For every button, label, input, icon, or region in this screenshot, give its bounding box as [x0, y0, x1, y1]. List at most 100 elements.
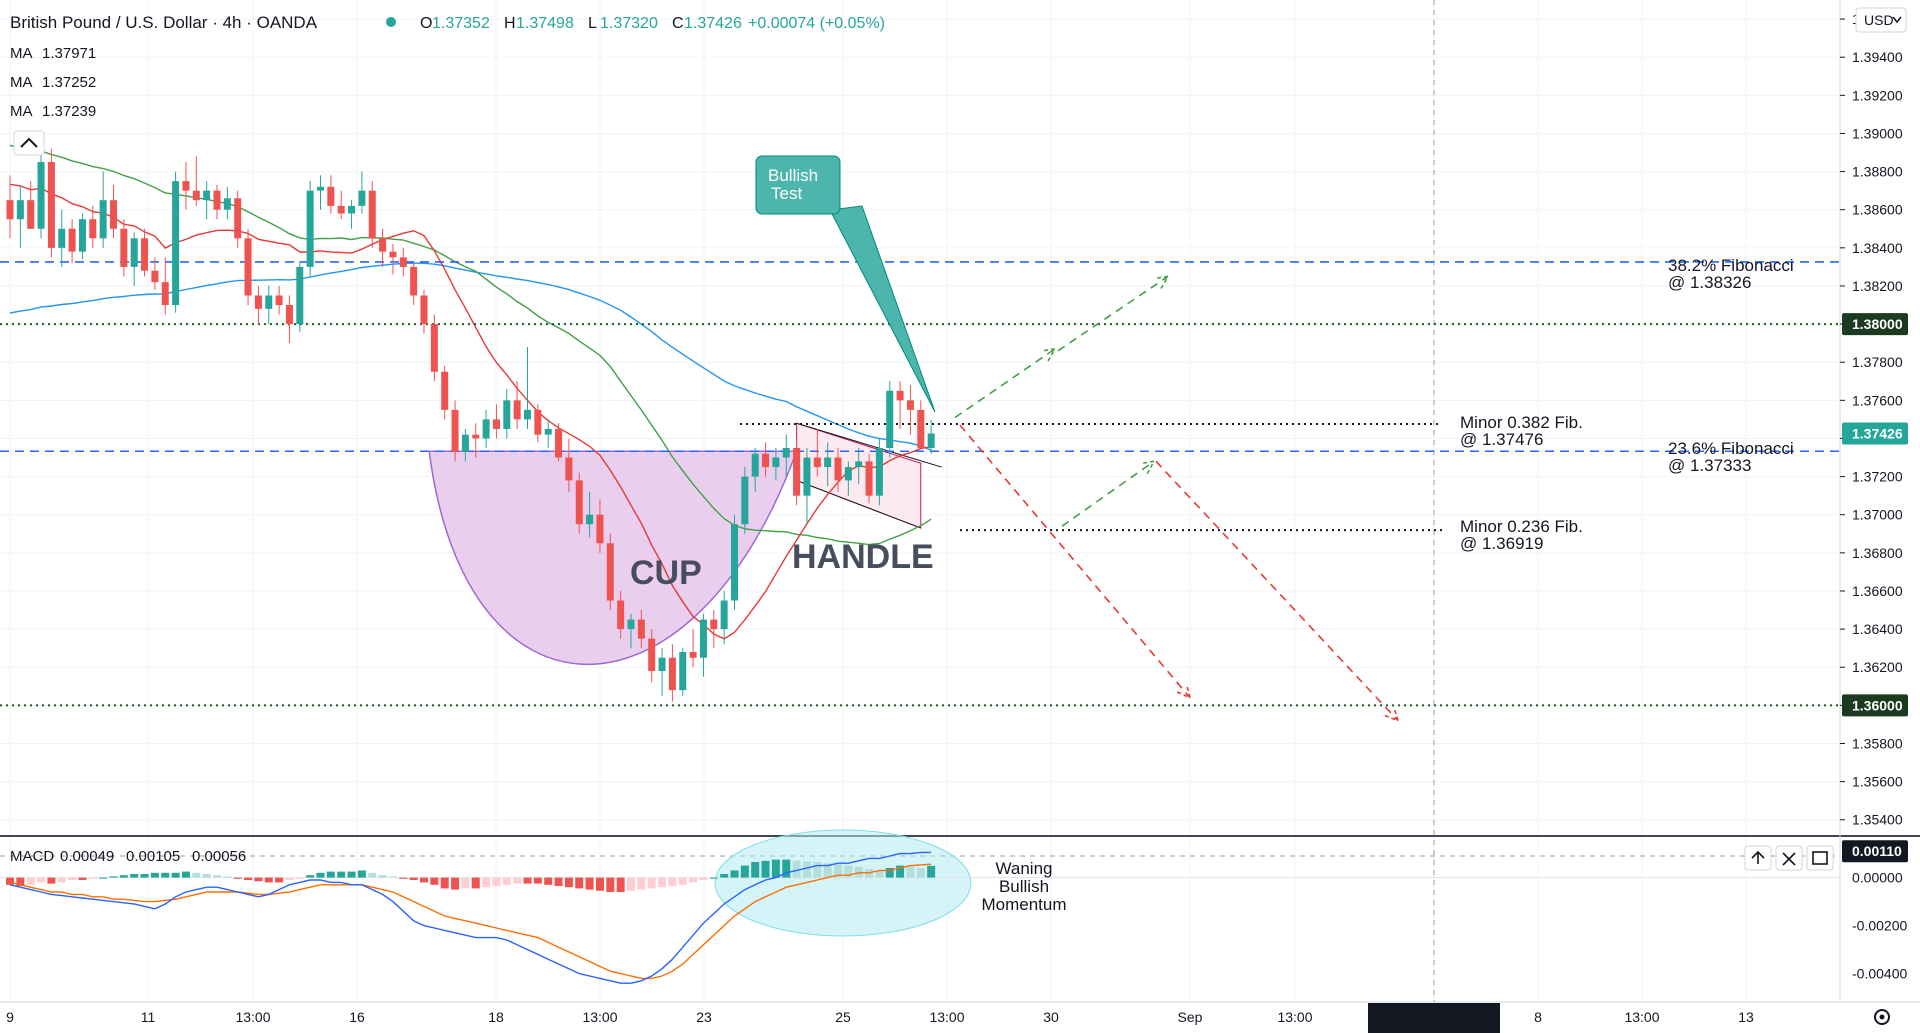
candle[interactable]	[596, 499, 604, 553]
candle[interactable]	[223, 186, 231, 220]
macd-histogram-bar[interactable]	[585, 877, 594, 890]
candle[interactable]	[254, 285, 262, 325]
candle[interactable]	[16, 186, 24, 248]
macd-histogram-bar[interactable]	[254, 877, 263, 882]
macd-histogram-bar[interactable]	[430, 877, 439, 885]
candle[interactable]	[886, 381, 894, 458]
macd-histogram-bar[interactable]	[513, 877, 522, 884]
candle[interactable]	[389, 244, 397, 275]
macd-histogram-bar[interactable]	[906, 866, 915, 878]
candle[interactable]	[172, 171, 180, 313]
candle[interactable]	[731, 514, 738, 611]
macd-histogram-bar[interactable]	[57, 877, 66, 883]
macd-histogram-bar[interactable]	[647, 877, 656, 889]
macd-histogram-bar[interactable]	[709, 877, 718, 879]
price-tag[interactable]	[1842, 313, 1908, 336]
macd-histogram-bar[interactable]	[471, 877, 480, 889]
candle[interactable]	[472, 423, 480, 458]
macd-axis[interactable]: 0.00110 0.00000 -0.00200 -0.00400	[1842, 840, 1908, 982]
macd-histogram-bar[interactable]	[140, 874, 149, 878]
candle[interactable]	[503, 388, 511, 439]
candle[interactable]	[130, 232, 138, 286]
macd-histogram-bar[interactable]	[109, 876, 118, 878]
macd-histogram-bar[interactable]	[68, 877, 77, 880]
macd-histogram-bar[interactable]	[130, 874, 139, 878]
candle[interactable]	[627, 613, 635, 649]
macd-histogram-bar[interactable]	[627, 877, 635, 891]
candle[interactable]	[855, 448, 863, 485]
macd-histogram-bar[interactable]	[834, 864, 842, 878]
crosshair-time-tag[interactable]	[1368, 1003, 1500, 1033]
macd-histogram-bar[interactable]	[88, 877, 97, 879]
candle[interactable]	[78, 213, 86, 260]
macd-histogram-bar[interactable]	[26, 877, 35, 885]
candle[interactable]	[875, 438, 883, 506]
candle[interactable]	[141, 228, 149, 277]
candle[interactable]	[782, 434, 790, 477]
macd-histogram-bar[interactable]	[192, 872, 201, 878]
time-axis[interactable]: 9 11 13:00 16 18 13:00 23 25 13:00 30 Sep 13:00 06 S…	[6, 1003, 1754, 1033]
candle[interactable]	[834, 448, 842, 492]
macd-histogram-bar[interactable]	[388, 876, 397, 878]
candle[interactable]	[285, 295, 293, 344]
macd-histogram-bar[interactable]	[730, 870, 739, 878]
candle[interactable]	[606, 533, 614, 611]
macd-histogram-bar[interactable]	[223, 876, 232, 878]
candle[interactable]	[161, 257, 169, 315]
candle[interactable]	[927, 419, 935, 454]
macd-histogram-bar[interactable]	[306, 875, 315, 878]
macd-histogram-bar[interactable]	[347, 871, 356, 878]
candle[interactable]	[37, 152, 45, 239]
macd-value-tag[interactable]	[1842, 840, 1908, 863]
price-tag[interactable]	[1842, 422, 1908, 445]
macd-histogram-bar[interactable]	[761, 860, 770, 878]
macd-histogram-bar[interactable]	[399, 877, 408, 879]
macd-histogram-bar[interactable]	[927, 865, 936, 878]
close-pane-button[interactable]	[1775, 845, 1803, 871]
candle[interactable]	[524, 346, 531, 429]
candle[interactable]	[813, 428, 821, 477]
macd-histogram-bar[interactable]	[202, 874, 211, 878]
macd-histogram-bar[interactable]	[451, 877, 460, 890]
candle[interactable]	[58, 209, 66, 267]
candle[interactable]	[492, 404, 500, 439]
currency-selector[interactable]: USD	[1855, 7, 1907, 33]
candle[interactable]	[751, 448, 759, 492]
macd-histogram-bar[interactable]	[461, 877, 470, 889]
candle[interactable]	[844, 461, 852, 496]
candle[interactable]	[689, 629, 697, 668]
candle[interactable]	[513, 381, 521, 429]
candle[interactable]	[348, 200, 356, 229]
macd-histogram-bar[interactable]	[699, 877, 708, 880]
macd-histogram-bar[interactable]	[357, 870, 366, 878]
macd-histogram-bar[interactable]	[150, 872, 159, 878]
macd-histogram-bar[interactable]	[482, 877, 491, 888]
macd-histogram-bar[interactable]	[244, 877, 253, 880]
candle[interactable]	[368, 181, 376, 248]
candlesticks[interactable]	[6, 148, 935, 702]
candle[interactable]	[317, 175, 324, 210]
candle[interactable]	[586, 491, 594, 538]
candle[interactable]	[793, 438, 801, 506]
macd-histogram-bar[interactable]	[823, 863, 832, 878]
macd-histogram-bar[interactable]	[720, 874, 729, 878]
candle[interactable]	[762, 442, 770, 477]
macd-pane[interactable]: MACD 0.00049 0.00105 0.00056 WaningBullishMo…	[0, 829, 1840, 984]
macd-histogram-bar[interactable]	[233, 877, 242, 879]
macd-histogram-bar[interactable]	[668, 877, 677, 886]
macd-histogram-bar[interactable]	[6, 877, 14, 885]
macd-histogram-bar[interactable]	[99, 877, 108, 879]
candle[interactable]	[6, 175, 14, 239]
candle[interactable]	[296, 261, 304, 332]
candle[interactable]	[151, 257, 159, 290]
candle[interactable]	[544, 419, 552, 449]
macd-histogram-bar[interactable]	[616, 877, 625, 892]
macd-histogram-bar[interactable]	[844, 865, 853, 878]
candle[interactable]	[306, 181, 314, 277]
candle[interactable]	[358, 171, 366, 214]
candle[interactable]	[772, 448, 780, 481]
macd-histogram-bar[interactable]	[606, 877, 615, 892]
macd-histogram-bar[interactable]	[740, 865, 749, 878]
candle[interactable]	[430, 314, 438, 382]
